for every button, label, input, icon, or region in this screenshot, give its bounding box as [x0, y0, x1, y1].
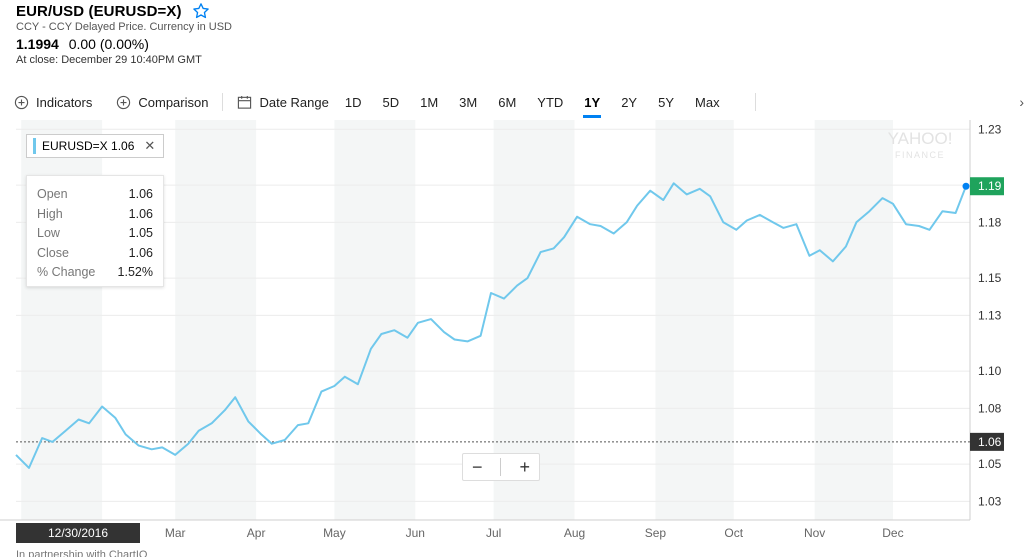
- y-tick-label: 1.08: [978, 401, 1002, 415]
- plus-circle-icon: [14, 95, 29, 109]
- series-legend-label: EURUSD=X 1.06: [42, 139, 135, 153]
- range-6m[interactable]: 6M: [498, 94, 517, 110]
- chart-toolbar: Indicators Comparison Date Range 1D 5D 1…: [14, 89, 1024, 118]
- x-tick-label: Apr: [247, 526, 266, 540]
- date-range-label: Date Range: [259, 94, 329, 110]
- zoom-divider: [500, 458, 502, 476]
- high-label: High: [37, 206, 63, 221]
- crosshair-price-tag: 1.06: [970, 432, 1004, 451]
- close-label: Close: [37, 245, 69, 260]
- price-row: 1.1994 0.00 (0.00%): [16, 36, 232, 52]
- y-tick-label: 1.05: [978, 457, 1002, 471]
- symbol-title: EUR/USD (EURUSD=X): [16, 2, 182, 20]
- month-band: [655, 120, 734, 520]
- quote-subtitle: CCY - CCY Delayed Price. Currency in USD: [16, 21, 232, 33]
- range-1y[interactable]: 1Y: [583, 94, 602, 118]
- y-tick-label: 1.15: [978, 271, 1002, 285]
- range-1d[interactable]: 1D: [344, 94, 362, 110]
- x-tick-label: May: [323, 526, 346, 540]
- range-5d[interactable]: 5D: [382, 94, 400, 110]
- series-color-swatch: [33, 138, 36, 154]
- month-band: [334, 120, 416, 520]
- y-tick-label: 1.18: [978, 215, 1002, 229]
- zoom-in-button[interactable]: +: [519, 456, 530, 477]
- month-band: [175, 120, 257, 520]
- x-tick-label: Aug: [564, 526, 585, 540]
- x-tick-label: Nov: [804, 526, 825, 540]
- indicators-label: Indicators: [36, 94, 93, 110]
- watermark-yahoo: YAHOO!: [888, 129, 953, 148]
- footer-note: In partnership with ChartIQ: [16, 549, 148, 557]
- toolbar-divider: [222, 93, 224, 111]
- x-tick-label: Mar: [165, 526, 186, 540]
- close-value: 1.06: [128, 245, 153, 260]
- range-1m[interactable]: 1M: [420, 94, 439, 110]
- quote-header: EUR/USD (EURUSD=X) CCY - CCY Delayed Pri…: [16, 2, 232, 67]
- current-price: 1.1994: [16, 36, 59, 52]
- series-legend-chip[interactable]: EURUSD=X 1.06 ✕: [26, 134, 165, 158]
- x-tick-label: Jun: [406, 526, 425, 540]
- x-tick-label: Sep: [645, 526, 667, 540]
- indicators-button[interactable]: Indicators: [14, 95, 92, 110]
- close-icon[interactable]: ✕: [144, 138, 156, 153]
- date-range-button[interactable]: Date Range: [237, 94, 329, 110]
- range-3m[interactable]: 3M: [459, 94, 478, 110]
- watermark-finance: FINANCE: [895, 150, 945, 160]
- month-band: [814, 120, 893, 520]
- range-5y[interactable]: 5Y: [658, 94, 675, 110]
- pct-change-label: % Change: [37, 265, 96, 279]
- open-value: 1.06: [128, 187, 153, 201]
- close-note: At close: December 29 10:40PM GMT: [16, 54, 202, 66]
- y-tick-label: 1.13: [978, 308, 1002, 322]
- comparison-button[interactable]: Comparison: [116, 95, 208, 110]
- pct-change-value: 1.52%: [117, 265, 153, 279]
- zoom-out-button[interactable]: −: [471, 456, 483, 477]
- low-value: 1.05: [128, 226, 153, 240]
- price-change: 0.00 (0.00%): [68, 36, 149, 52]
- zoom-control: − +: [462, 453, 540, 481]
- low-label: Low: [37, 226, 60, 240]
- high-value: 1.06: [128, 206, 153, 221]
- ohlc-tooltip: Open 1.06 High 1.06 Low 1.05 Close 1.06 % Ch…: [26, 175, 164, 287]
- range-max[interactable]: Max: [695, 94, 720, 110]
- current-price-tag-label: 1.19: [978, 179, 1002, 193]
- open-label: Open: [37, 187, 68, 201]
- calendar-icon: [238, 95, 252, 109]
- range-ytd[interactable]: YTD: [537, 94, 564, 110]
- y-tick-label: 1.23: [978, 122, 1002, 136]
- plus-circle-icon: [117, 95, 131, 109]
- crosshair-price-tag-label: 1.06: [978, 435, 1002, 449]
- chevron-right-icon[interactable]: ›: [1019, 94, 1024, 110]
- crosshair-date-tag: 12/30/2016: [16, 523, 140, 543]
- current-price-tag: 1.19: [970, 177, 1004, 196]
- comparison-label: Comparison: [138, 94, 209, 110]
- x-tick-label: Dec: [882, 526, 903, 540]
- x-tick-label: Jul: [486, 526, 501, 540]
- range-2y[interactable]: 2Y: [621, 94, 638, 110]
- toolbar-divider: [754, 93, 756, 111]
- star-icon[interactable]: [192, 2, 210, 20]
- x-tick-label: Oct: [724, 526, 743, 540]
- y-tick-label: 1.10: [978, 364, 1002, 378]
- y-tick-label: 1.03: [978, 494, 1002, 508]
- current-point: [962, 182, 970, 190]
- series-line-eurusd: [15, 182, 967, 469]
